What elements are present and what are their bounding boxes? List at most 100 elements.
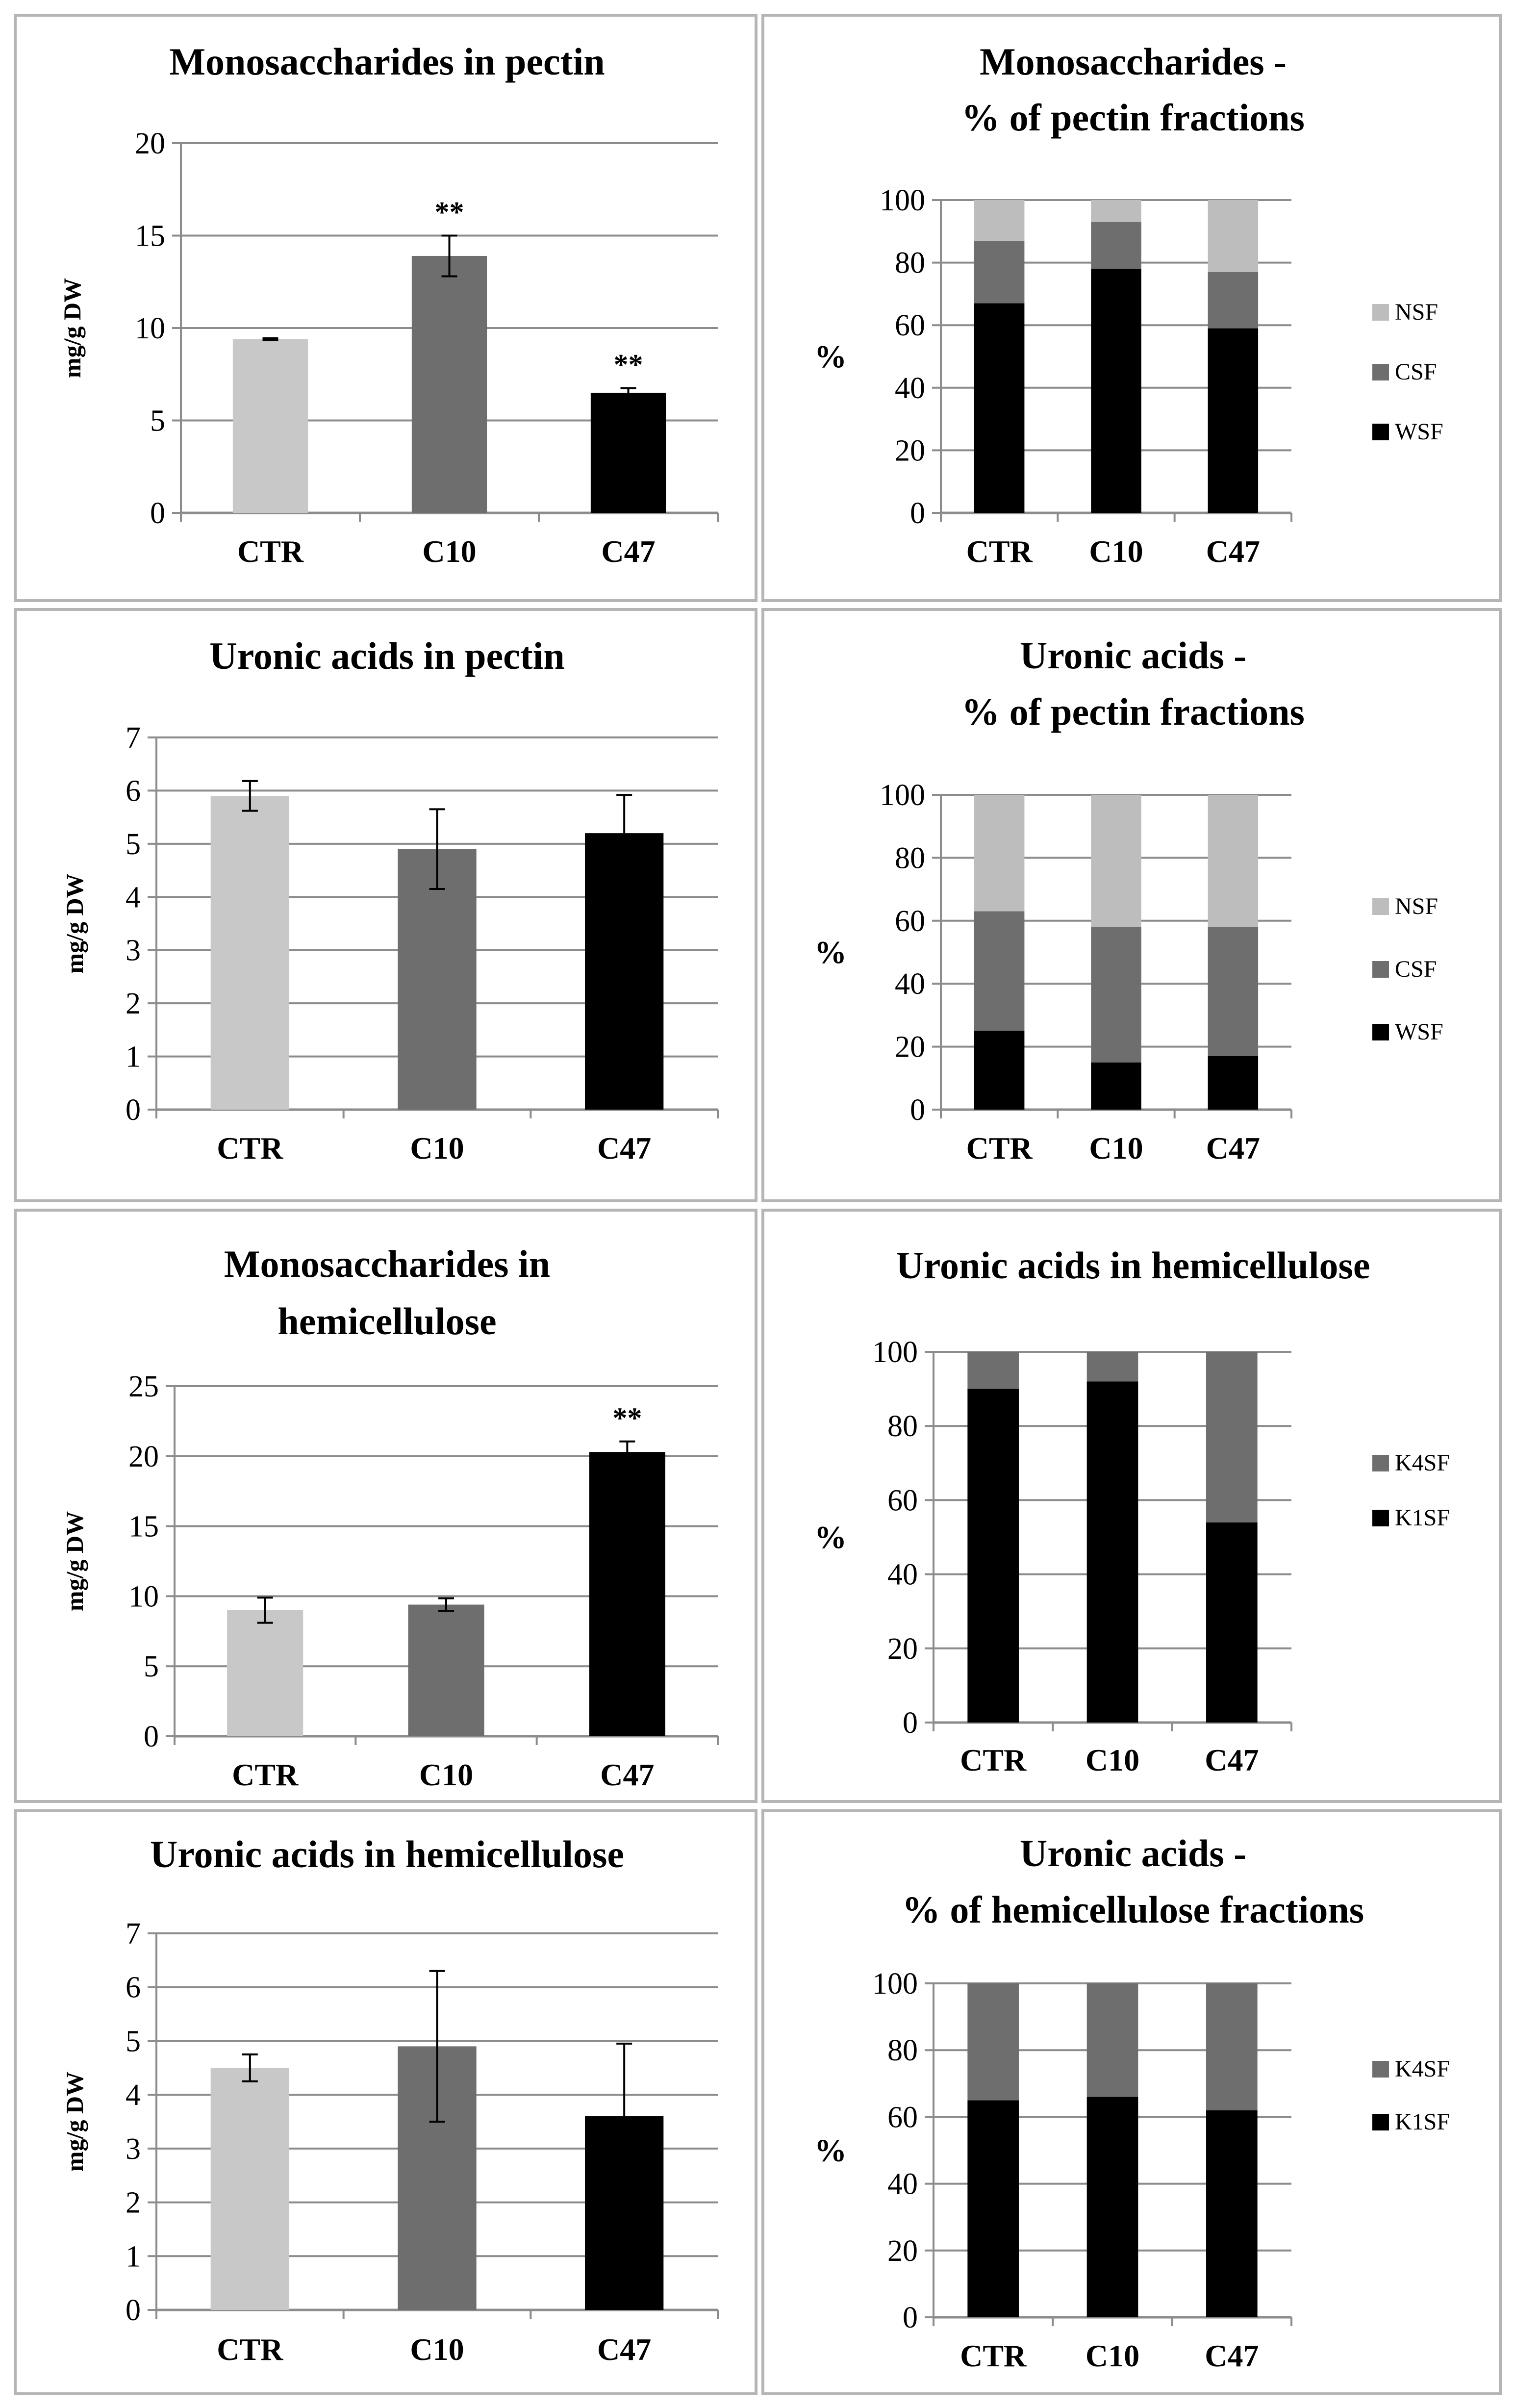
chart-title: % of hemicellulose fractions xyxy=(902,1888,1364,1931)
chart-title: Uronic acids in hemicellulose xyxy=(150,1833,624,1876)
chart-svg: Monosaccharides in hemicellulose 0 5 10 15 20 2… xyxy=(61,1242,719,1792)
y-tick-label: 3 xyxy=(126,934,141,967)
category-label: CTR xyxy=(960,1743,1027,1777)
y-tick-label: 0 xyxy=(910,1093,925,1127)
chart-panel-4: Uronic acids - % of pectin fractions 0 20 40… xyxy=(761,608,1502,1202)
y-tick-label: 20 xyxy=(895,1031,925,1064)
chart-panel-3: Uronic acids in pectin 0 1 2 3 4 5 6 7 mg/g DW CTR… xyxy=(14,608,758,1202)
stack-segment-k4sf xyxy=(1086,1983,1138,2097)
stack-segment-nsf xyxy=(1208,795,1259,927)
chart-panel-7: Uronic acids in hemicellulose 0 1 2 3 4 5 6 7 mg/… xyxy=(14,1809,758,2395)
bar-c10 xyxy=(398,849,477,1110)
y-axis-label: % xyxy=(814,935,847,970)
category-label: C47 xyxy=(600,1757,654,1792)
legend-swatch xyxy=(1372,898,1389,915)
stack-segment-wsf xyxy=(974,1031,1025,1110)
y-tick-label: 5 xyxy=(126,2025,141,2058)
chart-panel-2: Monosaccharides - % of pectin fractions 0 2… xyxy=(761,14,1502,602)
category-label: C47 xyxy=(1205,2338,1259,2373)
chart-svg: Uronic acids in pectin 0 1 2 3 4 5 6 7 mg/g DW CTR… xyxy=(61,634,719,1166)
stack-segment-k1sf xyxy=(1206,2110,1258,2317)
stack-segment-nsf xyxy=(1208,200,1259,272)
y-tick-label: 0 xyxy=(126,1093,141,1127)
category-label: C47 xyxy=(1205,1743,1259,1777)
legend-label: K1SF xyxy=(1395,2109,1450,2135)
legend-swatch xyxy=(1372,2114,1389,2130)
category-label: C10 xyxy=(422,534,476,569)
stack-segment-nsf xyxy=(1091,200,1141,222)
y-tick-label: 0 xyxy=(910,497,925,530)
category-label: C10 xyxy=(1086,1743,1139,1777)
y-tick-label: 2 xyxy=(126,2186,141,2220)
y-tick-label: 80 xyxy=(895,841,925,875)
y-tick-label: 100 xyxy=(872,1336,918,1369)
y-tick-label: 0 xyxy=(903,2301,918,2334)
legend-swatch xyxy=(1372,1024,1389,1040)
y-tick-label: 100 xyxy=(880,184,925,217)
stack-segment-csf xyxy=(1091,222,1141,269)
bar-ctr xyxy=(210,2068,289,2310)
stack-segment-k4sf xyxy=(967,1352,1019,1389)
y-tick-label: 5 xyxy=(126,828,141,861)
legend-swatch xyxy=(1372,2061,1389,2078)
y-tick-label: 0 xyxy=(903,1706,918,1740)
chart-title: Monosaccharides in pectin xyxy=(169,40,605,83)
legend-label: CSF xyxy=(1395,956,1437,982)
chart-title: % of pectin fractions xyxy=(961,690,1305,733)
stack-segment-nsf xyxy=(1091,795,1141,927)
legend-swatch xyxy=(1372,961,1389,978)
y-tick-label: 10 xyxy=(135,312,165,345)
category-label: C10 xyxy=(1086,2338,1139,2373)
legend-label: K1SF xyxy=(1395,1505,1450,1531)
y-tick-label: 0 xyxy=(126,2294,141,2327)
y-tick-label: 4 xyxy=(126,2078,141,2112)
chart-title: % of pectin fractions xyxy=(961,96,1305,139)
legend-swatch xyxy=(1372,1510,1389,1526)
y-tick-label: 1 xyxy=(126,2240,141,2273)
legend-swatch xyxy=(1372,1455,1389,1471)
y-tick-label: 20 xyxy=(895,434,925,467)
category-label: C47 xyxy=(1206,1131,1260,1166)
stack-segment-wsf xyxy=(1091,269,1141,513)
chart-title: Monosaccharides - xyxy=(980,40,1287,83)
y-tick-label: 5 xyxy=(150,405,165,438)
chart-panel-1: Monosaccharides in pectin 0 5 10 15 20 mg/g DW… xyxy=(14,14,758,602)
stack-segment-k4sf xyxy=(967,1983,1019,2101)
stack-segment-nsf xyxy=(974,795,1025,912)
chart-svg: Uronic acids in hemicellulose 0 20 40 60 80 10… xyxy=(814,1244,1450,1777)
chart-svg: Monosaccharides - % of pectin fractions 0 2… xyxy=(814,40,1443,569)
stack-segment-k1sf xyxy=(1086,2097,1138,2317)
y-tick-label: 20 xyxy=(135,127,165,160)
stack-segment-csf xyxy=(1091,927,1141,1063)
y-tick-label: 3 xyxy=(126,2132,141,2166)
category-label: C10 xyxy=(1089,1131,1143,1166)
category-label: CTR xyxy=(960,2338,1027,2373)
y-tick-label: 40 xyxy=(895,967,925,1001)
legend-swatch xyxy=(1372,424,1389,440)
bar-ctr xyxy=(232,339,308,513)
category-label: C10 xyxy=(410,1131,464,1166)
stack-segment-k1sf xyxy=(1086,1381,1138,1723)
legend-swatch xyxy=(1372,364,1389,380)
bar-c47 xyxy=(589,1452,665,1736)
y-tick-label: 6 xyxy=(126,1971,141,2004)
significance-marker: ** xyxy=(435,196,464,228)
y-tick-label: 15 xyxy=(135,220,165,253)
stack-segment-csf xyxy=(1208,927,1259,1056)
stack-segment-k4sf xyxy=(1086,1352,1138,1382)
y-tick-label: 6 xyxy=(126,774,141,808)
category-label: C47 xyxy=(597,1131,651,1166)
y-axis-label: mg/g DW xyxy=(58,278,86,378)
y-axis-label: % xyxy=(814,2133,847,2169)
legend-label: WSF xyxy=(1395,1019,1443,1045)
chart-title: Uronic acids - xyxy=(1020,1832,1246,1875)
y-tick-label: 7 xyxy=(126,1917,141,1951)
category-label: C10 xyxy=(1089,534,1143,569)
y-tick-label: 100 xyxy=(880,779,925,812)
category-label: CTR xyxy=(232,1757,299,1792)
y-tick-label: 10 xyxy=(128,1580,159,1613)
bar-c10 xyxy=(408,1604,484,1736)
stack-segment-csf xyxy=(974,911,1025,1031)
y-axis-label: mg/g DW xyxy=(61,1511,88,1611)
category-label: C47 xyxy=(597,2332,651,2367)
